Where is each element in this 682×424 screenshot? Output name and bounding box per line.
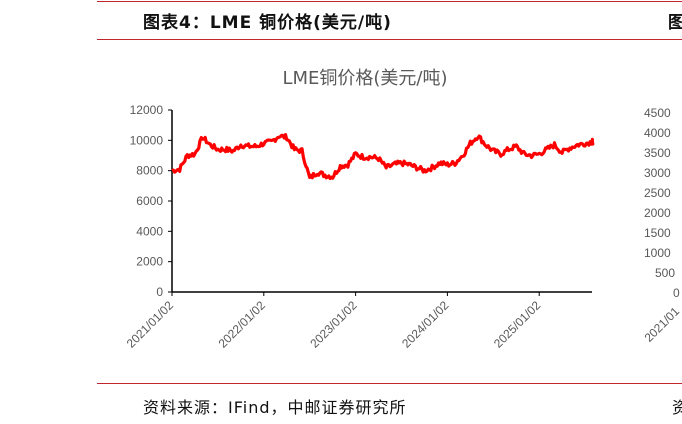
y-tick-label: 0 — [156, 285, 163, 299]
y-tick-label: 12000 — [130, 103, 164, 117]
right-y-tick-label: 2000 — [644, 206, 671, 220]
y-tick-label: 6000 — [136, 194, 163, 208]
series-line — [171, 133, 595, 181]
source-note: 资料来源：IFind，中邮证券研究所 — [143, 398, 407, 417]
right-y-tick-label: 1000 — [644, 246, 671, 260]
x-tick-label: 2025/01/02 — [491, 298, 544, 351]
next-figure-caption-partial: 图 — [668, 13, 682, 33]
right-x-tick-label: 2021/01 — [642, 304, 682, 345]
right-y-tick-label: 4500 — [644, 106, 671, 120]
top-rule — [97, 1, 682, 2]
x-tick-label: 2022/01/02 — [216, 298, 269, 351]
figure-caption: 图表4：LME 铜价格(美元/吨) — [143, 13, 392, 33]
y-tick-label: 10000 — [130, 133, 164, 147]
right-y-tick-label: 2500 — [644, 186, 671, 200]
next-source-note-partial: 资 — [672, 398, 682, 417]
right-y-tick-label: 500 — [655, 266, 675, 280]
y-tick-label: 2000 — [136, 255, 163, 269]
x-tick-label: 2021/01/02 — [124, 298, 177, 351]
x-tick-label: 2023/01/02 — [307, 298, 360, 351]
right-y-tick-label: 3500 — [644, 146, 671, 160]
y-tick-label: 4000 — [136, 224, 163, 238]
y-tick-label: 8000 — [136, 164, 163, 178]
chart-title: LME铜价格(美元/吨) — [282, 68, 447, 89]
right-y-tick-label: 3000 — [644, 166, 671, 180]
caption-rule — [97, 39, 682, 40]
bottom-rule — [97, 383, 682, 384]
right-y-tick-label: 1500 — [644, 226, 671, 240]
right-y-tick-label: 0 — [673, 286, 680, 300]
x-tick-label: 2024/01/02 — [399, 298, 452, 351]
right-y-tick-label: 4000 — [644, 126, 671, 140]
